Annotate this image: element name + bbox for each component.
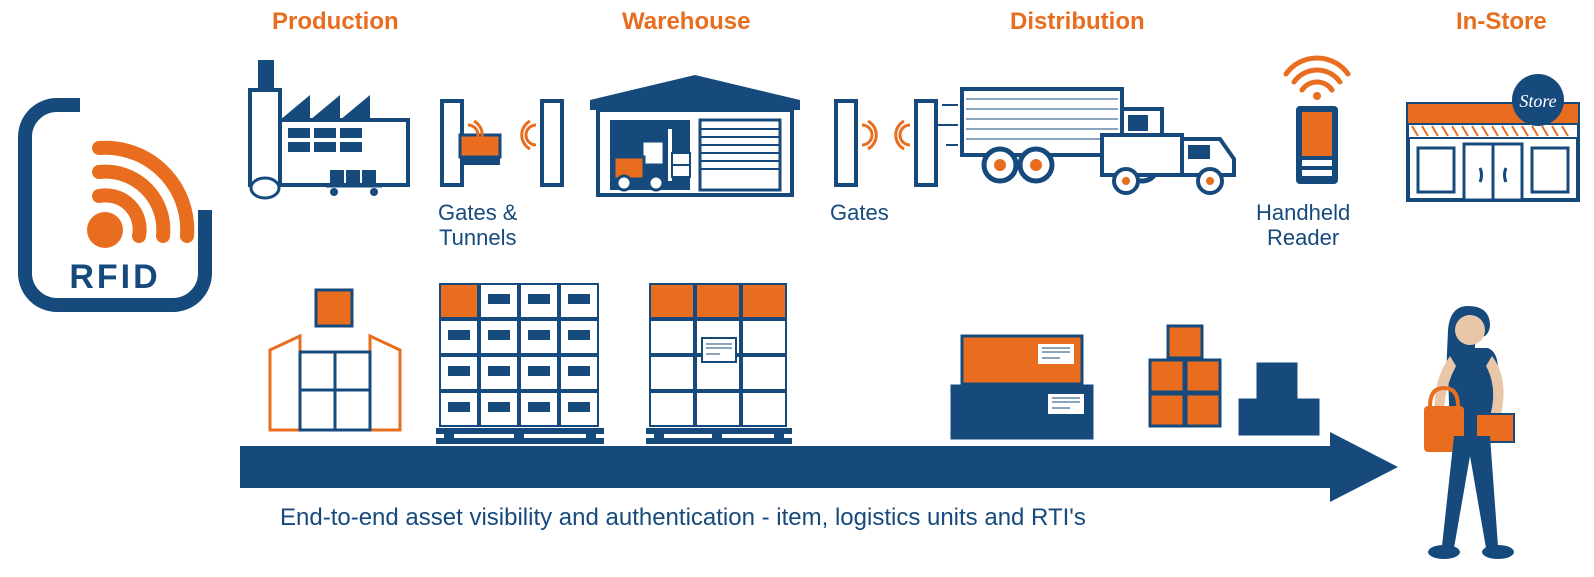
sublabel-handheld: Handheld Reader [1256,200,1350,251]
warehouse-icon [580,55,810,200]
pallet-large-icon [430,278,610,448]
stage-label-distribution: Distribution [1010,8,1145,36]
box-pile-orange-icon [1140,320,1230,440]
stage-label-warehouse: Warehouse [622,8,750,36]
flow-caption: End-to-end asset visibility and authenti… [280,504,1086,532]
truck-icon [952,75,1252,205]
store-badge-label: Store [1519,91,1556,111]
parcel-stack-icon [942,332,1102,442]
stage-label-instore: In-Store [1456,8,1547,36]
stage-label-production: Production [272,8,399,36]
handheld-reader-icon [1282,62,1352,202]
flow-arrow-icon [240,432,1400,502]
text: Tunnels [439,225,516,250]
sublabel-gates: Gates [830,200,889,225]
shopper-icon [1390,296,1560,576]
text: Handheld [1256,200,1350,225]
gate-icon [832,95,942,195]
text: Gates & [438,200,517,225]
store-icon: Store [1398,70,1588,210]
sublabel-gates-tunnels: Gates & Tunnels [438,200,517,251]
pallet-medium-icon [640,278,800,448]
open-crate-icon [260,290,410,440]
rfid-label: RFID [69,258,160,296]
rfid-badge-icon: RFID [10,90,220,320]
text: Gates [830,200,889,225]
gate-tunnel-icon [438,95,568,195]
text: Reader [1267,225,1339,250]
factory-icon [240,50,430,200]
box-pile-navy-icon [1234,360,1324,440]
